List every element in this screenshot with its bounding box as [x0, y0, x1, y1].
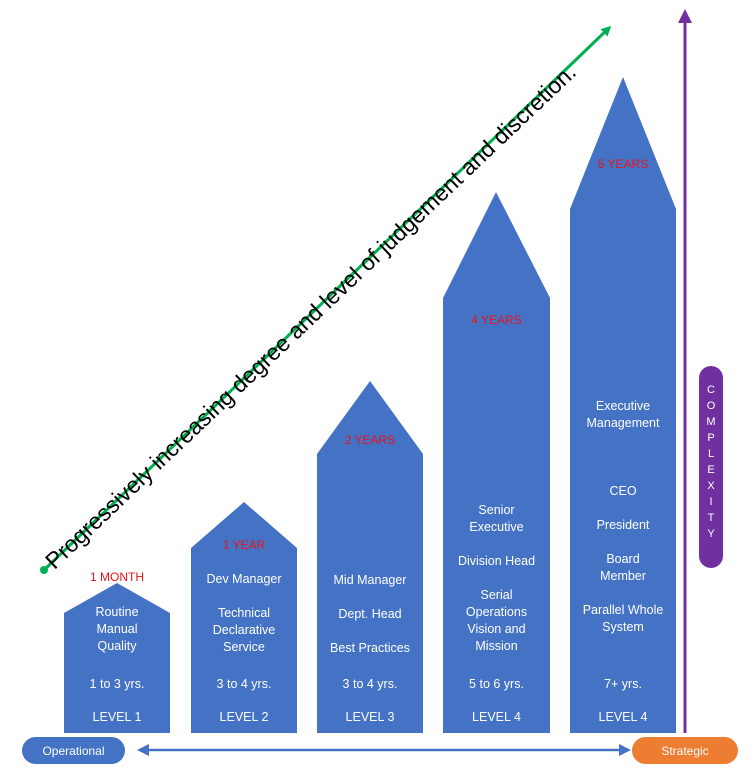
level-2-line: Declarative — [212, 623, 276, 637]
level-3-tenure: 2 YEARS — [344, 433, 396, 447]
level-4-years: 5 to 6 yrs. — [469, 677, 524, 691]
level-5-line: Executive — [595, 399, 651, 413]
complexity-letter: P — [707, 432, 715, 444]
complexity-letter: I — [709, 496, 713, 508]
complexity-letter: E — [707, 464, 715, 476]
level-1-label: LEVEL 1 — [92, 710, 142, 724]
level-4-column — [443, 192, 550, 733]
level-5-line: Parallel Whole — [582, 603, 664, 617]
level-3-line — [317, 589, 423, 606]
level-2-line: Technical — [217, 606, 271, 620]
complexity-letter: L — [707, 448, 715, 460]
level-4-description: Senior Executive Division Head Serial Op… — [443, 502, 550, 655]
level-2-line: Service — [223, 640, 265, 654]
level-5-column — [570, 77, 676, 733]
level-4-line: Executive — [469, 520, 524, 534]
level-5-line — [570, 432, 676, 449]
level-3-label: LEVEL 3 — [345, 710, 395, 724]
level-2-description: Dev Manager Technical Declarative Servic… — [191, 571, 297, 656]
level-2-tenure: 1 YEAR — [222, 538, 266, 552]
level-1-line: Routine — [95, 605, 139, 619]
complexity-letter: X — [707, 480, 715, 492]
level-5-label: LEVEL 4 — [598, 710, 648, 724]
level-5-tenure: 5 YEARS — [597, 157, 649, 171]
level-5-line: System — [602, 620, 644, 634]
level-2-line: Dev Manager — [206, 572, 282, 586]
level-4-line — [443, 536, 550, 553]
level-4-line: Serial — [480, 588, 513, 602]
level-4-label: LEVEL 4 — [472, 710, 521, 724]
level-2-label: LEVEL 2 — [219, 710, 269, 724]
level-3-line — [317, 623, 423, 640]
complexity-letter: O — [706, 400, 716, 412]
level-5-line: Member — [600, 569, 646, 583]
level-5-description: Executive Management CEO President Board… — [570, 398, 676, 636]
level-5-line: Management — [586, 416, 660, 430]
complexity-letter: M — [706, 416, 716, 428]
level-4-line: Senior — [478, 503, 515, 517]
level-5-line — [570, 585, 676, 602]
level-4-line — [443, 570, 550, 587]
level-1-line: Quality — [97, 639, 137, 653]
level-1-description: Routine Manual Quality — [64, 604, 170, 655]
strategic-pill: Strategic — [632, 737, 738, 764]
level-5-line — [570, 449, 676, 466]
level-3-years: 3 to 4 yrs. — [342, 677, 398, 691]
level-5-line: Board — [606, 552, 640, 566]
judgement-arrow — [42, 25, 612, 572]
complexity-pill: C O M P L E X I T Y — [699, 366, 723, 568]
level-4-line: Operations — [465, 605, 528, 619]
complexity-letter: Y — [707, 528, 715, 540]
judgement-arrow-start-dot — [40, 566, 48, 574]
level-3-line: Mid Manager — [333, 573, 407, 587]
level-4-tenure: 4 YEARS — [471, 313, 522, 327]
level-2-years: 3 to 4 yrs. — [216, 677, 272, 691]
level-5-line — [570, 500, 676, 517]
operational-pill: Operational — [22, 737, 125, 764]
level-2-column — [191, 502, 297, 733]
level-4-line: Mission — [475, 639, 518, 653]
level-3-line: Dept. Head — [338, 607, 402, 621]
complexity-letter: T — [707, 512, 715, 524]
level-1-column — [64, 583, 170, 733]
level-3-line: Best Practices — [330, 641, 410, 655]
level-4-line: Vision and — [467, 622, 526, 636]
level-3-column — [317, 381, 423, 733]
level-1-tenure: 1 MONTH — [90, 570, 144, 584]
level-1-line: Manual — [96, 622, 138, 636]
level-5-line — [570, 466, 676, 483]
level-3-description: Mid Manager Dept. Head Best Practices — [317, 572, 423, 657]
complexity-letter: C — [707, 384, 715, 396]
level-5-line: President — [596, 518, 650, 532]
level-5-line: CEO — [609, 484, 637, 498]
level-4-line: Division Head — [457, 554, 536, 568]
level-2-line — [191, 588, 297, 605]
level-5-line — [570, 534, 676, 551]
level-5-years: 7+ yrs. — [604, 677, 642, 691]
level-1-years: 1 to 3 yrs. — [89, 677, 145, 691]
